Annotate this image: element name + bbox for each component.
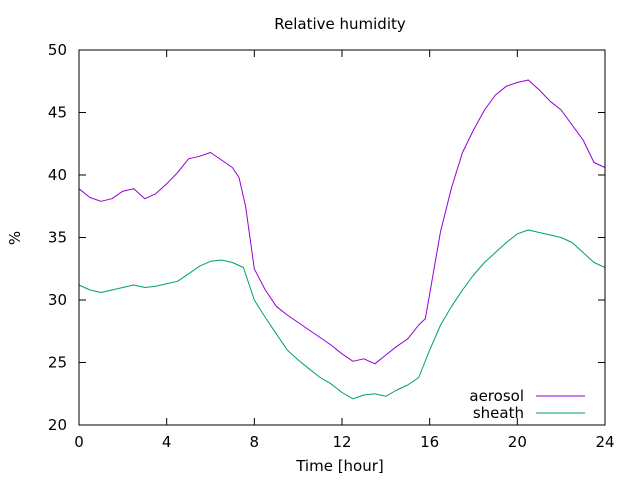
plot-frame [78, 49, 606, 426]
chart-title: Relative humidity [274, 15, 406, 33]
y-tick-label: 40 [48, 166, 67, 184]
x-tick-label: 16 [420, 433, 439, 451]
x-tick-label: 0 [74, 433, 84, 451]
legend-label-sheath: sheath [473, 404, 524, 422]
y-tick-label: 25 [48, 354, 67, 372]
y-tick-label: 50 [48, 41, 67, 59]
series-line-aerosol [78, 79, 606, 365]
series-layer [78, 79, 606, 400]
x-tick-label: 20 [508, 433, 527, 451]
y-tick-label: 45 [48, 104, 67, 122]
legend-label-aerosol: aerosol [469, 387, 524, 405]
series-line-sheath [78, 229, 606, 400]
y-axis-title: % [6, 231, 24, 245]
y-tick-label: 30 [48, 291, 67, 309]
x-tick-label: 4 [162, 433, 172, 451]
x-tick-label: 12 [332, 433, 351, 451]
x-axis-title: Time [hour] [295, 457, 384, 475]
x-tick-label: 8 [250, 433, 260, 451]
x-tick-label: 24 [595, 433, 614, 451]
y-tick-label: 35 [48, 229, 67, 247]
y-tick-label: 20 [48, 416, 67, 434]
axes: 20 25 30 35 40 45 50 0 4 8 12 16 20 24 [48, 41, 615, 451]
